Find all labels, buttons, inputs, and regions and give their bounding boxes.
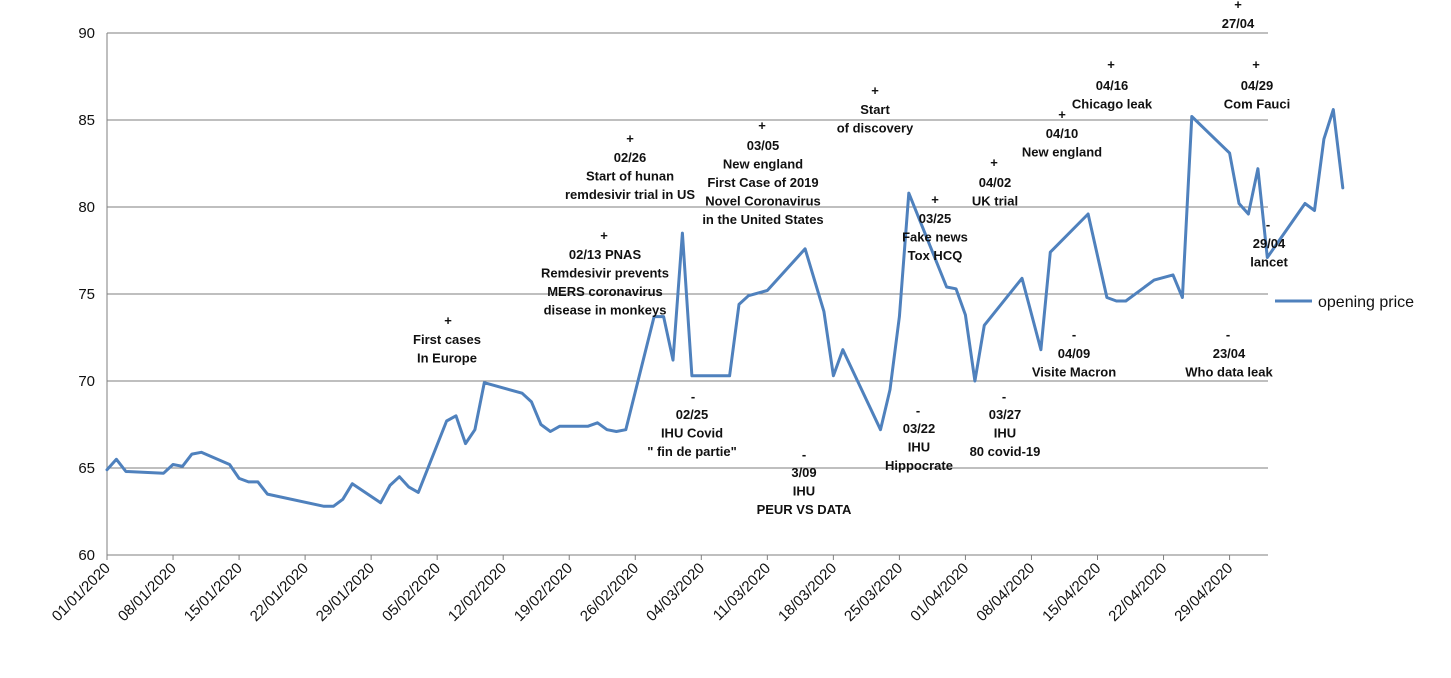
annotation-marker: + — [1234, 0, 1242, 12]
annotation-marker: - — [691, 389, 695, 404]
annotation-label: In Europe — [417, 351, 477, 366]
annotation-label: Start — [860, 102, 890, 117]
annotation-marker: - — [1226, 327, 1230, 342]
annotation-marker: + — [931, 192, 939, 207]
annotation-label: Remdesivir prevents — [541, 266, 669, 281]
annotation-label: Who data leak — [1185, 365, 1273, 380]
annotation-label: IHU — [994, 426, 1016, 441]
x-axis: 01/01/2020 08/01/2020 15/01/2020 22/01/2020… — [49, 554, 1268, 625]
annotation-label: 80 covid-19 — [970, 444, 1041, 459]
annotation-label: remdesivir trial in US — [565, 187, 695, 202]
y-tick-label: 65 — [78, 460, 95, 477]
annotation-label: 04/10 — [1046, 126, 1079, 141]
annotation-label: IHU — [793, 484, 815, 499]
annotation-label: First cases — [413, 332, 481, 347]
x-tick-label: 26/02/2020 — [577, 560, 642, 625]
annotation-label: First Case of 2019 — [707, 175, 818, 190]
annotation-label: 03/05 — [747, 138, 780, 153]
x-tick-label: 11/03/2020 — [710, 560, 774, 624]
series-line-opening-price — [105, 108, 1345, 508]
annotation-label: 04/16 — [1096, 78, 1129, 93]
annotation-marker: - — [1002, 389, 1006, 404]
annotation-label: Start of hunan — [586, 169, 674, 184]
annotation-label: Tox HCQ — [908, 248, 963, 263]
annotation-marker: + — [990, 155, 998, 170]
annotation-label: disease in monkeys — [544, 303, 667, 318]
annotation-label: MERS coronavirus — [547, 284, 663, 299]
annotation-label: 03/25 — [919, 211, 952, 226]
annotation-label: Com Fauci — [1224, 97, 1290, 112]
x-tick-label: 05/02/2020 — [379, 560, 444, 625]
y-tick-label: 75 — [78, 286, 95, 303]
annotation-label: 3/09 — [791, 465, 816, 480]
annotation-marker: + — [1107, 57, 1115, 72]
annotation-label: 23/04 — [1213, 346, 1246, 361]
annotation-label: 02/26 — [614, 150, 647, 165]
annotation-label: 29/04 — [1253, 236, 1286, 251]
annotation-label: in the United States — [702, 212, 823, 227]
annotation-label: UK trial — [972, 194, 1018, 209]
x-tick-label: 18/03/2020 — [775, 560, 840, 625]
annotation-label: PEUR VS DATA — [757, 502, 852, 517]
x-tick-label: 19/02/2020 — [511, 560, 576, 625]
y-tick-label: 60 — [78, 547, 95, 564]
annotation-label: Chicago leak — [1072, 97, 1153, 112]
annotation-marker: + — [871, 83, 879, 98]
annotation-marker: - — [1266, 217, 1270, 232]
x-tick-label: 04/03/2020 — [643, 560, 708, 625]
annotation-marker: + — [758, 118, 766, 133]
annotation-marker: + — [600, 228, 608, 243]
y-axis: 60 65 70 75 80 85 90 — [78, 25, 108, 564]
y-tick-label: 70 — [78, 373, 95, 390]
annotation-marker: - — [802, 447, 806, 462]
x-tick-label: 25/03/2020 — [841, 560, 906, 625]
annotation-label: IHU Covid — [661, 426, 723, 441]
x-tick-label: 15/01/2020 — [181, 560, 246, 625]
annotation-label: 04/29 — [1241, 78, 1274, 93]
annotation-label: lancet — [1250, 255, 1288, 270]
x-tick-label: 22/01/2020 — [247, 560, 312, 625]
legend: opening price — [1275, 294, 1414, 311]
y-tick-label: 80 — [78, 199, 95, 216]
annotation-label: IHU — [908, 440, 930, 455]
legend-label: opening price — [1318, 294, 1414, 311]
x-tick-label: 22/04/2020 — [1105, 560, 1170, 625]
annotation-label: 02/25 — [676, 407, 709, 422]
annotation-label: 27/04 — [1222, 16, 1255, 31]
gridlines — [107, 32, 1268, 556]
annotation-label: " fin de partie" — [647, 444, 737, 459]
plot-area — [105, 108, 1345, 508]
x-tick-label: 08/01/2020 — [115, 560, 180, 625]
annotation-label: 02/13 PNAS — [569, 247, 642, 262]
annotation-label: New england — [723, 157, 803, 172]
annotation-label: 03/27 — [989, 407, 1022, 422]
x-tick-label: 29/01/2020 — [313, 560, 378, 625]
x-tick-label: 15/04/2020 — [1039, 560, 1104, 625]
annotation-marker: - — [1072, 327, 1076, 342]
annotation-label: 03/22 — [903, 421, 936, 436]
annotation-label: 04/09 — [1058, 346, 1091, 361]
annotation-label: Novel Coronavirus — [705, 194, 821, 209]
annotation-label: Hippocrate — [885, 458, 953, 473]
x-tick-label: 01/04/2020 — [907, 560, 972, 625]
y-tick-label: 85 — [78, 112, 95, 129]
annotation-marker: + — [626, 131, 634, 146]
annotation-marker: - — [916, 403, 920, 418]
annotation-label: of discovery — [837, 121, 914, 136]
annotations: + First cases In Europe +02/13 PNAS Remdesiv… — [413, 0, 1290, 517]
x-tick-label: 12/02/2020 — [445, 560, 510, 625]
annotation-marker: + — [444, 313, 452, 328]
annotation-marker: + — [1058, 107, 1066, 122]
x-tick-label: 01/01/2020 — [49, 560, 114, 625]
y-tick-label: 90 — [78, 25, 95, 42]
annotation-marker: + — [1252, 57, 1260, 72]
x-tick-label: 08/04/2020 — [973, 560, 1038, 625]
annotation-label: 04/02 — [979, 175, 1012, 190]
annotation-label: Fake news — [902, 230, 968, 245]
x-tick-label: 29/04/2020 — [1171, 560, 1236, 625]
annotation-label: Visite Macron — [1032, 365, 1116, 380]
annotation-label: New england — [1022, 145, 1102, 160]
